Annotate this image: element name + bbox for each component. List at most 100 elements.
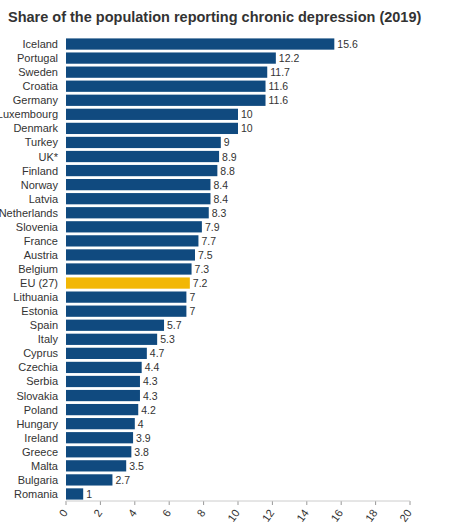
data-label: 7 xyxy=(189,291,195,303)
data-label: 11.6 xyxy=(269,94,289,106)
title: Share of the population reporting chroni… xyxy=(8,9,421,25)
tick-mark xyxy=(375,501,376,505)
data-label: 12.2 xyxy=(279,52,300,64)
tick-label: 0 xyxy=(57,507,70,519)
bar xyxy=(66,123,238,134)
tick-label: 8 xyxy=(194,507,207,519)
category-label: Slovenia xyxy=(16,221,59,233)
tick-mark xyxy=(169,501,170,505)
category-label: Romania xyxy=(14,488,59,500)
data-label: 5.7 xyxy=(167,319,182,331)
category-label: Bulgaria xyxy=(18,474,59,486)
bar xyxy=(66,263,192,274)
category-label: Hungary xyxy=(16,418,58,430)
category-label: Cyprus xyxy=(23,347,58,359)
bar xyxy=(66,277,190,288)
data-label: 11.7 xyxy=(270,66,290,78)
data-label: 8.4 xyxy=(213,179,228,191)
bar xyxy=(66,488,83,499)
category-label: Malta xyxy=(31,460,59,472)
bar xyxy=(66,137,221,148)
bar xyxy=(66,460,126,471)
category-label: Lithuania xyxy=(13,291,59,303)
data-label: 7.2 xyxy=(193,277,208,289)
bar xyxy=(66,306,186,317)
category-label: Austria xyxy=(24,249,59,261)
data-label: 9 xyxy=(224,136,230,148)
data-label: 4 xyxy=(138,418,144,430)
data-label: 8.8 xyxy=(220,165,235,177)
tick-mark xyxy=(410,501,411,505)
data-label: 4.3 xyxy=(143,390,158,402)
bar xyxy=(66,348,147,359)
tick-mark xyxy=(341,501,342,505)
category-label: Slovakia xyxy=(16,390,58,402)
data-label: 3.8 xyxy=(134,446,149,458)
category-label: Sweden xyxy=(18,66,58,78)
tick-mark xyxy=(66,501,67,505)
data-label: 2.7 xyxy=(115,474,130,486)
bar xyxy=(66,474,112,485)
data-label: 7 xyxy=(189,305,195,317)
bar xyxy=(66,95,266,106)
category-label: Denmark xyxy=(13,122,58,134)
bar xyxy=(66,446,131,457)
data-label: 4.3 xyxy=(143,375,158,387)
bar xyxy=(66,193,210,204)
bar xyxy=(66,320,164,331)
tick-label: 6 xyxy=(160,507,173,519)
axis-line xyxy=(66,501,410,502)
bar xyxy=(66,249,195,260)
bar xyxy=(66,418,135,429)
data-label: 4.4 xyxy=(145,361,160,373)
category-label: Germany xyxy=(13,94,59,106)
data-label: 10 xyxy=(241,108,253,120)
tick-label: 14 xyxy=(294,507,311,524)
tick-label: 12 xyxy=(260,507,277,524)
data-label: 3.5 xyxy=(129,460,144,472)
data-label: 8.4 xyxy=(213,193,228,205)
category-label: Estonia xyxy=(21,305,59,317)
data-label: 7.7 xyxy=(201,235,216,247)
bar xyxy=(66,81,266,92)
tick-label: 18 xyxy=(363,507,380,524)
data-label: 7.5 xyxy=(198,249,213,261)
category-label: Finland xyxy=(22,165,58,177)
category-label: EU (27) xyxy=(20,277,58,289)
data-label: 4.2 xyxy=(141,404,156,416)
bar xyxy=(66,109,238,120)
category-label: Spain xyxy=(30,319,58,331)
data-label: 8.3 xyxy=(212,207,227,219)
bar xyxy=(66,52,276,63)
category-label: Greece xyxy=(22,446,58,458)
x-axis: 02468101214161820 xyxy=(57,501,414,524)
category-label: Luxembourg xyxy=(0,108,58,120)
tick-mark xyxy=(238,501,239,505)
bar xyxy=(66,235,198,246)
tick-label: 16 xyxy=(328,507,345,524)
tick-label: 10 xyxy=(225,507,242,524)
bar xyxy=(66,165,217,176)
category-label: Belgium xyxy=(18,263,58,275)
chart: Share of the population reporting chroni… xyxy=(0,0,450,528)
tick-label: 4 xyxy=(125,507,138,519)
bar xyxy=(66,38,334,49)
data-label: 10 xyxy=(241,122,253,134)
data-label: 11.6 xyxy=(269,80,289,92)
data-label: 5.3 xyxy=(160,333,175,345)
data-label: 4.7 xyxy=(150,347,165,359)
bar xyxy=(66,151,219,162)
category-label: France xyxy=(24,235,58,247)
bar xyxy=(66,334,157,345)
data-label: 3.9 xyxy=(136,432,151,444)
bar xyxy=(66,362,142,373)
data-label: 15.6 xyxy=(337,38,358,50)
tick-label: 20 xyxy=(397,507,414,524)
tick-mark xyxy=(306,501,307,505)
category-label: Poland xyxy=(24,404,58,416)
category-label: Italy xyxy=(38,333,59,345)
category-label: Czechia xyxy=(18,361,59,373)
labels: Iceland15.6Portugal12.2Sweden11.7Croatia… xyxy=(0,38,358,500)
category-label: Croatia xyxy=(23,80,59,92)
bar xyxy=(66,432,133,443)
